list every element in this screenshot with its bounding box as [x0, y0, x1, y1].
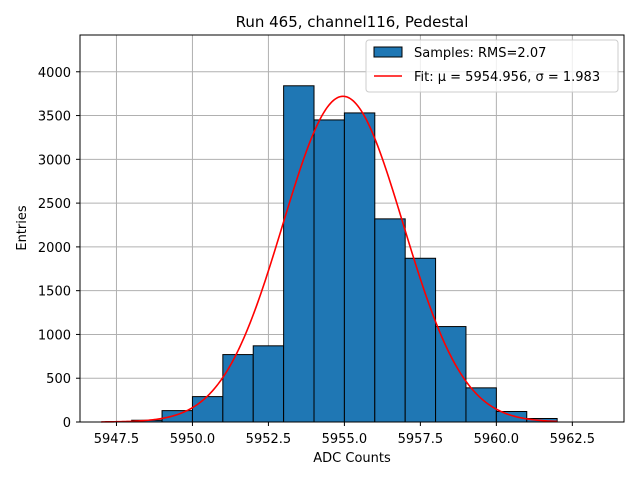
x-tick-label: 5962.5 — [550, 432, 596, 447]
histogram-bar — [313, 119, 345, 423]
y-tick-label: 0 — [63, 416, 71, 431]
fit-curve-layer — [101, 95, 558, 423]
x-tick-label: 5960.0 — [474, 432, 520, 447]
plot-frame — [79, 34, 625, 423]
x-tick-label: 5950.0 — [170, 432, 216, 447]
y-tick-label: 1500 — [38, 285, 71, 300]
histogram-bar — [222, 354, 254, 423]
x-tick-label: 5955.0 — [322, 432, 368, 447]
x-tick-label: 5957.5 — [398, 432, 444, 447]
y-tick-label: 1000 — [38, 328, 71, 343]
y-axis-label: Entries — [15, 205, 30, 251]
histogram-bar — [495, 410, 528, 423]
y-tick-label: 3500 — [38, 110, 71, 125]
y-tick-label: 3000 — [38, 153, 71, 168]
x-tick-label: 5947.5 — [94, 432, 140, 447]
fit-curve — [101, 95, 558, 423]
legend: Samples: RMS=2.07 Fit: μ = 5954.956, σ =… — [365, 39, 619, 93]
histogram-bar — [404, 257, 437, 423]
y-tick-label: 2000 — [38, 241, 71, 256]
histogram-bar — [374, 218, 406, 423]
x-axis-label: ADC Counts — [313, 451, 391, 466]
histogram-bar — [161, 410, 193, 423]
y-tick-label: 500 — [46, 372, 71, 387]
chart-title: Run 465, channel116, Pedestal — [236, 13, 469, 31]
histogram-bar — [252, 345, 285, 423]
y-tick-label: 4000 — [38, 66, 71, 81]
histogram-bar — [465, 387, 497, 423]
histogram-bar — [283, 85, 315, 423]
x-tick-label: 5952.5 — [246, 432, 292, 447]
legend-label-fit: Fit: μ = 5954.956, σ = 1.983 — [414, 70, 600, 85]
y-tick-label: 2500 — [38, 197, 71, 212]
legend-box — [365, 39, 619, 93]
histogram-bars — [131, 85, 558, 423]
x-axis: 5947.5 5950.0 5952.5 5955.0 5957.5 5960.0 5962… — [94, 422, 595, 447]
histogram-bar — [343, 112, 376, 423]
histogram-bar — [191, 396, 224, 423]
legend-swatch-samples — [373, 46, 403, 58]
y-axis: 0 500 1000 1500 2000 2500 3000 3500 4000 — [38, 66, 80, 431]
legend-label-samples: Samples: RMS=2.07 — [414, 46, 546, 61]
